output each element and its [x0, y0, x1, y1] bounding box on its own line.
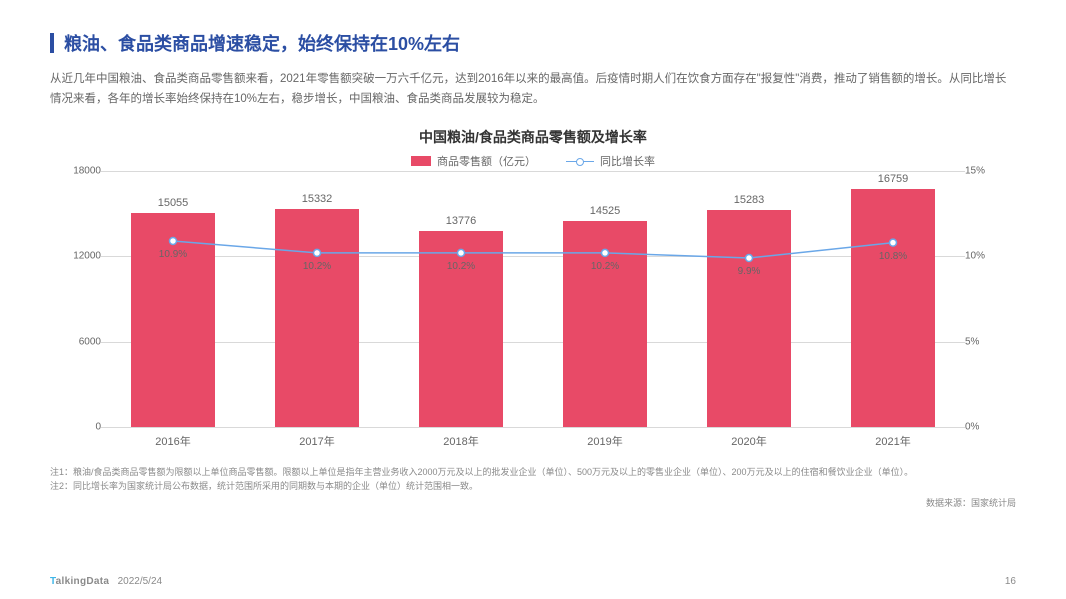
chart-area: 060001200018000 0%5%10%15% 1505515332137…: [53, 171, 1013, 451]
legend-bar-swatch: [411, 156, 431, 166]
x-label: 2021年: [821, 427, 965, 451]
legend-line-swatch: [566, 161, 594, 162]
legend-line: 同比增长率: [566, 153, 655, 169]
chart-title: 中国粮油/食品类商品零售额及增长率: [50, 127, 1016, 147]
legend-bar-label: 商品零售额（亿元）: [437, 153, 536, 169]
x-label: 2018年: [389, 427, 533, 451]
line-point-label: 10.2%: [303, 261, 331, 272]
line-point-label: 10.2%: [447, 261, 475, 272]
chart-plot: 15055153321377614525152831675910.9%10.2%…: [101, 171, 965, 427]
footer-date: 2022/5/24: [118, 576, 163, 587]
y-axis-left: 060001200018000: [53, 171, 101, 427]
data-source: 数据来源：国家统计局: [50, 496, 1016, 509]
page-footer: TalkingData 2022/5/24 16: [50, 576, 1016, 587]
x-label: 2017年: [245, 427, 389, 451]
y-axis-right: 0%5%10%15%: [965, 171, 1013, 427]
note-1: 注1：粮油/食品类商品零售额为限额以上单位商品零售额。限额以上单位是指年主营业务…: [50, 465, 1016, 479]
brand-logo: TalkingData: [50, 576, 109, 587]
chart-notes: 注1：粮油/食品类商品零售额为限额以上单位商品零售额。限额以上单位是指年主营业务…: [50, 465, 1016, 494]
x-label: 2020年: [677, 427, 821, 451]
title-accent-bar: [50, 33, 54, 53]
line-point-label: 9.9%: [738, 266, 761, 277]
x-label: 2016年: [101, 427, 245, 451]
footer-left: TalkingData 2022/5/24: [50, 576, 162, 587]
footer-page-number: 16: [1005, 576, 1016, 587]
chart-legend: 商品零售额（亿元） 同比增长率: [50, 153, 1016, 169]
legend-line-label: 同比增长率: [600, 153, 655, 169]
x-axis: 2016年2017年2018年2019年2020年2021年: [101, 427, 965, 451]
page-description: 从近几年中国粮油、食品类商品零售额来看，2021年零售额突破一万六千亿元，达到2…: [50, 70, 1016, 109]
page-title: 粮油、食品类商品增速稳定，始终保持在10%左右: [64, 30, 460, 56]
line-point-label: 10.8%: [879, 251, 907, 262]
line-series: [101, 171, 965, 427]
legend-bar: 商品零售额（亿元）: [411, 153, 536, 169]
line-point-label: 10.9%: [159, 249, 187, 260]
line-point-label: 10.2%: [591, 261, 619, 272]
note-2: 注2：同比增长率为国家统计局公布数据，统计范围所采用的同期数与本期的企业（单位）…: [50, 479, 1016, 493]
x-label: 2019年: [533, 427, 677, 451]
